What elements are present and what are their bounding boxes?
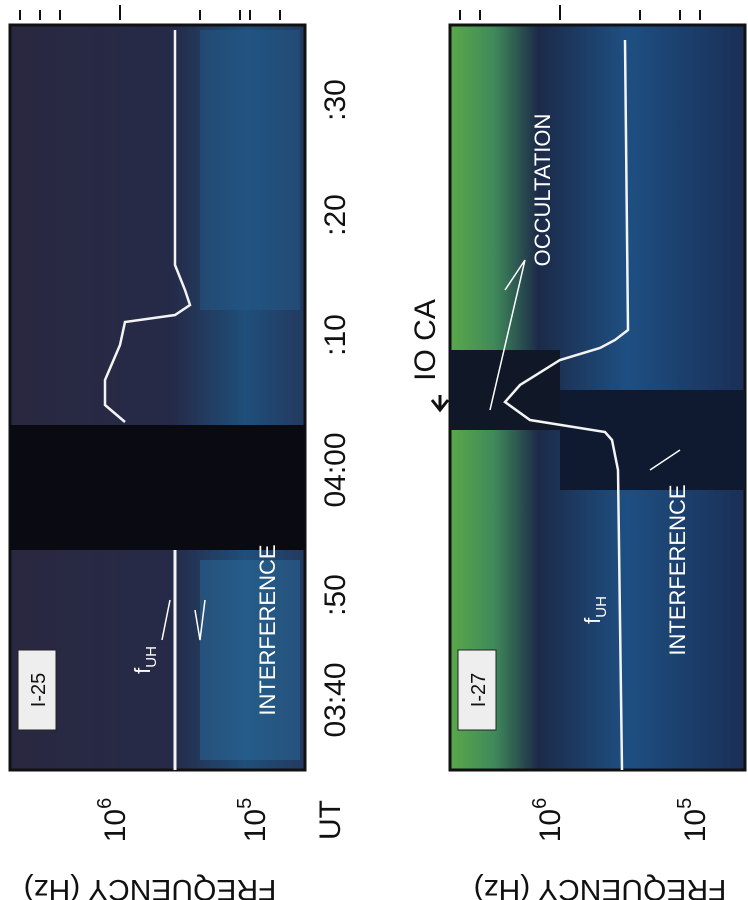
- tick-exponent: 6: [94, 798, 116, 809]
- tick-exponent: 6: [529, 798, 551, 809]
- frequency-title: FREQUENCY (Hz): [474, 873, 727, 900]
- frequency-tick-label: 106: [94, 798, 132, 843]
- frequency-tick-label: 106: [529, 798, 567, 843]
- tick-base: 10: [679, 809, 712, 842]
- tick-base: 10: [239, 809, 272, 842]
- interference-label: INTERFERENCE: [255, 544, 280, 715]
- panel-label: I-25: [28, 673, 50, 707]
- tick-base: 10: [534, 809, 567, 842]
- time-tick-label: :30: [319, 79, 352, 121]
- panel-label: I-27: [468, 673, 490, 707]
- panel-i27: I-27 fUH INTERFERENCE OCCULTATION: [450, 25, 745, 770]
- tick-exponent: 5: [674, 798, 696, 809]
- panel-i25: I-25 fUH INTERFERENCE: [10, 25, 305, 770]
- time-tick-label: :20: [319, 194, 352, 236]
- time-axis-label: UT: [314, 800, 347, 840]
- frequency-tick-label: 105: [234, 798, 272, 843]
- time-tick-label: :50: [319, 574, 352, 616]
- top-ticks: [20, 5, 700, 20]
- frequency-title: FREQUENCY (Hz): [24, 873, 277, 900]
- tick-base: 10: [99, 809, 132, 842]
- tick-exponent: 5: [234, 798, 256, 809]
- frequency-tick-label: 105: [674, 798, 712, 843]
- occultation-label: OCCULTATION: [530, 114, 555, 267]
- closest-approach-label: IO CA: [409, 299, 442, 381]
- interference-label: INTERFERENCE: [665, 484, 690, 655]
- figure: I-25 fUH INTERFERENCE I-27 fUH INTERFERE…: [0, 0, 748, 900]
- time-axis: :30 :20 :10 04:00 :50 03:40: [319, 79, 352, 737]
- time-tick-label: 04:00: [319, 432, 352, 507]
- time-tick-label: :10: [319, 314, 352, 356]
- time-tick-label: 03:40: [319, 662, 352, 737]
